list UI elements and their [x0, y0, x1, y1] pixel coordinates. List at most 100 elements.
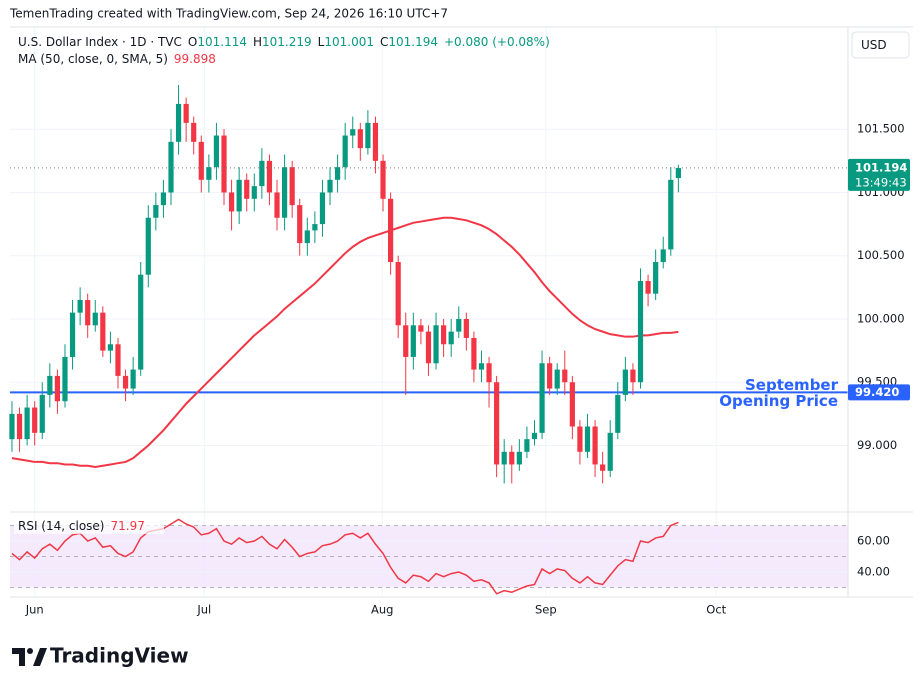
logo: TradingView [12, 644, 189, 668]
symbol-title: U.S. Dollar Index · 1D · TVC [18, 35, 182, 49]
candle-body [539, 363, 545, 433]
ohlc-letter: L [318, 35, 325, 49]
countdown: 13:49:43 [855, 175, 907, 189]
candle-body [600, 464, 606, 471]
candle-body [85, 299, 91, 326]
candle-body [16, 413, 23, 440]
candle-body [145, 217, 151, 275]
candle-body [153, 205, 159, 218]
rsi-tick-label: 60.00 [857, 534, 890, 548]
x-tick-label: Jul [196, 603, 211, 617]
candle-body [372, 122, 379, 161]
candle-body [441, 325, 447, 345]
candle-body [524, 439, 530, 452]
y-tick-label: 100.500 [857, 248, 905, 262]
candle-body [418, 325, 424, 332]
candle-body [509, 451, 515, 465]
candle-body [342, 135, 348, 168]
currency-button[interactable] [851, 31, 910, 59]
candle-body [39, 394, 45, 433]
candle-body [32, 407, 38, 433]
footer-logo-text: TradingView [50, 644, 189, 668]
candle-body [304, 230, 310, 244]
candle-body [251, 186, 257, 199]
candle-body [645, 281, 651, 294]
candle-body [554, 369, 560, 389]
candle-body [259, 160, 265, 187]
candle-body [653, 262, 659, 294]
candle-body [395, 262, 401, 326]
candle-body [92, 312, 98, 326]
candle-body [62, 356, 68, 402]
candle-body [274, 192, 280, 218]
last-price-label: 101.194 [855, 160, 907, 174]
candle-body [637, 281, 644, 383]
candle-body [592, 426, 598, 465]
currency[interactable]: USD [861, 38, 887, 52]
x-tick-label: Aug [371, 603, 393, 617]
opening-price-box [848, 384, 910, 401]
candle-body [244, 179, 250, 199]
candle-body [312, 224, 318, 231]
candle-body [478, 363, 485, 370]
candle-body [138, 274, 144, 370]
opening-price-value: 99.420 [855, 385, 899, 399]
ohlc-letter: C [380, 35, 388, 49]
candle-body [471, 337, 477, 370]
opening-price-label: September [745, 376, 839, 394]
ohlc-letter: O [188, 35, 197, 49]
plot-area [9, 27, 848, 595]
candle-body [448, 331, 454, 345]
candle-body [660, 249, 666, 263]
candle-body [198, 141, 204, 180]
candle-body [380, 160, 386, 199]
candle-body [365, 122, 371, 149]
candle-body [494, 382, 500, 465]
candle-body [24, 407, 30, 440]
candle-body [547, 363, 553, 389]
rsi-value: 71.97 [110, 519, 144, 533]
candle-body [122, 375, 129, 389]
candle-body [175, 103, 182, 142]
candle-body [584, 426, 591, 452]
candle-body [463, 318, 469, 338]
candle-body [160, 192, 167, 206]
candle-body [266, 160, 273, 193]
ma-line [11, 216, 679, 469]
change: +0.080 (+0.08%) [444, 35, 550, 49]
candle-body [630, 369, 636, 383]
candle-body [501, 451, 507, 465]
y-tick-label: 101.500 [857, 122, 905, 136]
candle-body [69, 312, 76, 357]
candle-body [675, 167, 681, 179]
candle-body [531, 432, 538, 440]
last-price-box [848, 158, 910, 191]
candle-body [183, 103, 189, 123]
candle-body [319, 192, 326, 225]
ohlc-letter: H [253, 35, 262, 49]
x-tick-label: Sep [535, 603, 557, 617]
candle-body [615, 394, 621, 433]
candle-body [297, 205, 303, 244]
candle-body [350, 129, 356, 136]
candle-body [115, 344, 121, 376]
candle-body [334, 167, 341, 180]
candle-body [425, 331, 432, 364]
opening-price-label: Opening Price [719, 392, 838, 410]
logo-mark [33, 648, 47, 666]
legend-rsi: RSI (14, close) 71.97 [18, 519, 145, 533]
x-tick-label: Oct [706, 603, 726, 617]
candle-body [100, 312, 106, 351]
candle-body [9, 413, 15, 440]
candle-body [357, 129, 363, 149]
y-tick-label: 100.000 [857, 311, 905, 325]
candle-body [206, 167, 212, 180]
candle-body [47, 375, 53, 395]
candle-body [433, 325, 439, 364]
candle-body [107, 344, 114, 351]
candle-body [410, 325, 416, 357]
candle-body [54, 375, 61, 402]
logo-mark [27, 648, 33, 654]
ohlc-value: 101.114 [197, 35, 247, 49]
